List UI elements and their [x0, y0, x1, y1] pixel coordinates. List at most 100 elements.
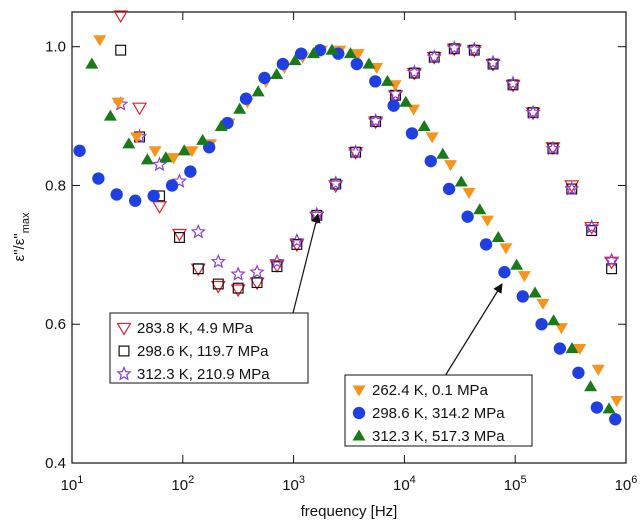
marker-triangle-down — [499, 243, 513, 255]
marker-triangle-up — [214, 119, 228, 132]
marker-square — [408, 67, 420, 79]
marker-triangle-down — [425, 132, 439, 144]
marker-circle — [294, 47, 308, 60]
marker-triangle-up — [565, 342, 579, 354]
marker-triangle-up — [510, 258, 524, 270]
marker-triangle-up — [528, 286, 542, 298]
marker-circle — [442, 182, 456, 196]
marker-star — [485, 54, 501, 70]
marker-square — [428, 51, 440, 63]
x-tick-base: 10 — [282, 477, 299, 494]
x-tick-base: 10 — [504, 477, 521, 494]
marker-triangle-down — [130, 132, 144, 144]
marker-square — [251, 277, 263, 289]
marker-circle — [498, 266, 511, 279]
marker-star — [347, 144, 364, 159]
marker-circle — [479, 238, 493, 251]
marker-triangle-up — [454, 175, 468, 187]
marker-star — [525, 104, 541, 120]
y-axis-label: ε"/ε"max — [11, 212, 32, 261]
x-tick-base: 10 — [171, 477, 188, 494]
legend-label: 298.6 K, 119.7 MPa — [137, 343, 269, 360]
marker-square — [271, 261, 283, 273]
marker-star — [466, 41, 482, 56]
marker-square — [370, 116, 382, 128]
marker-star — [584, 219, 600, 234]
marker-circle — [92, 172, 105, 185]
marker-triangle-down — [536, 298, 550, 310]
marker-circle — [350, 57, 363, 71]
marker-star — [505, 75, 521, 90]
marker-triangle-down — [444, 160, 458, 172]
marker-star — [151, 156, 168, 172]
marker-square — [487, 58, 499, 70]
marker-square — [118, 345, 130, 357]
marker-star — [564, 180, 580, 196]
marker-star — [446, 40, 462, 55]
marker-star — [603, 252, 620, 267]
marker-triangle-down — [407, 104, 421, 116]
y-tick-label: 0.4 — [45, 455, 66, 472]
marker-star — [190, 223, 206, 239]
marker-square — [291, 238, 303, 250]
annotation-arrow — [292, 213, 321, 314]
legend-label: 312.3 K, 210.9 MPa — [137, 366, 270, 383]
marker-circle — [129, 194, 142, 207]
marker-triangle-up — [343, 47, 357, 59]
marker-triangle-down — [352, 385, 366, 397]
marker-star — [545, 140, 561, 156]
x-tick-base: 10 — [61, 477, 78, 494]
marker-square — [586, 225, 598, 237]
marker-square — [192, 263, 204, 275]
marker-circle — [516, 290, 529, 303]
series — [85, 43, 616, 414]
x-tick-label: 101 — [61, 474, 84, 494]
marker-triangle-up — [352, 429, 366, 441]
marker-star — [171, 173, 188, 188]
marker-triangle-down — [148, 146, 162, 158]
marker-triangle-up — [196, 133, 210, 145]
marker-triangle-down — [573, 343, 587, 356]
marker-circle — [424, 155, 437, 168]
marker-circle — [147, 189, 160, 203]
marker-circle — [258, 71, 271, 85]
legend-label: 298.6 K, 314.2 MPa — [372, 405, 505, 422]
marker-square — [507, 79, 519, 91]
x-tick-label: 106 — [615, 474, 638, 494]
marker-square — [232, 282, 244, 294]
marker-triangle-up — [362, 57, 376, 69]
marker-triangle-down — [171, 228, 188, 242]
marker-triangle-down — [210, 280, 226, 294]
marker-circle — [387, 99, 400, 112]
marker-triangle-up — [491, 231, 505, 243]
marker-star — [116, 365, 132, 381]
marker-triangle-down — [113, 10, 129, 24]
marker-circle — [110, 188, 123, 201]
marker-triangle-down — [462, 187, 476, 199]
legend-box — [109, 312, 309, 384]
marker-circle — [165, 179, 179, 192]
marker-star — [269, 253, 285, 269]
y-tick-label: 0.8 — [45, 177, 66, 194]
marker-star — [367, 112, 384, 128]
x-tick-base: 10 — [393, 477, 410, 494]
marker-triangle-up — [270, 67, 284, 79]
plot-frame — [71, 11, 627, 464]
marker-circle — [572, 366, 585, 379]
y-tick-label: 1.0 — [45, 39, 66, 56]
marker-circle — [73, 144, 86, 157]
marker-square — [527, 107, 539, 119]
x-tick-exponent: 2 — [188, 474, 194, 486]
legend: 283.8 K, 4.9 MPa 298.6 K, 119.7 MPa 312.3 … — [116, 320, 505, 445]
marker-triangle-up — [103, 109, 117, 121]
marker-circle — [553, 342, 567, 355]
marker-triangle-up — [602, 402, 616, 414]
marker-triangle-down — [185, 146, 199, 158]
marker-triangle-down — [351, 49, 365, 61]
annotation-arrow — [444, 283, 503, 377]
marker-triangle-up — [380, 74, 394, 86]
legend-label: 312.3 K, 517.3 MPa — [372, 428, 505, 445]
marker-triangle-down — [480, 215, 494, 227]
marker-triangle-up — [325, 43, 339, 55]
